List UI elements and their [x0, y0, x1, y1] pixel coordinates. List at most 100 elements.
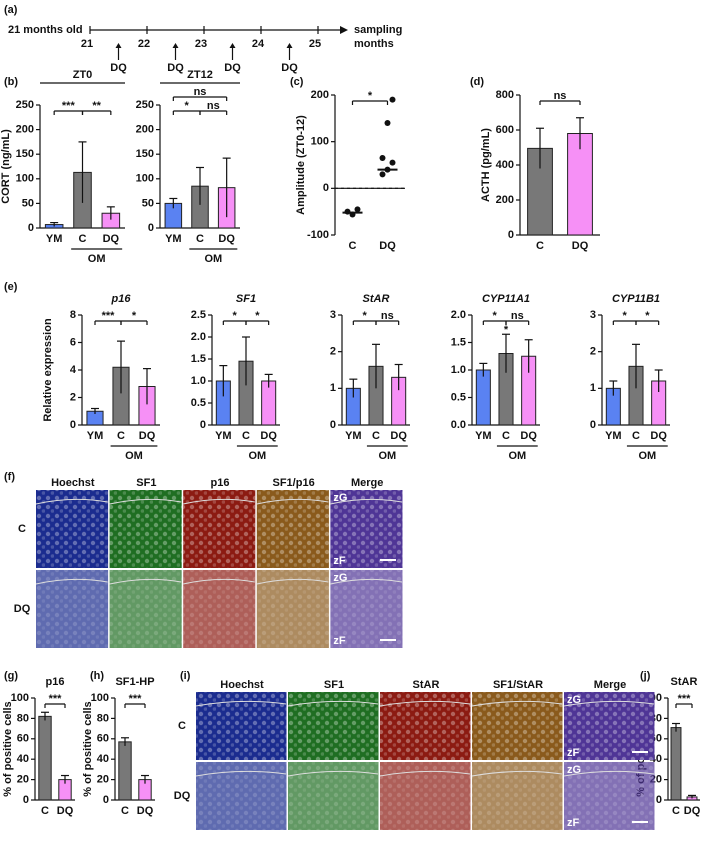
significance-label: * [493, 310, 498, 322]
significance-label: * [623, 310, 628, 322]
significance-label: ns [194, 86, 207, 98]
treatment-arrowhead [229, 43, 236, 48]
micrograph-texture [109, 570, 182, 648]
micrograph-texture [256, 490, 329, 568]
chart-title: SF1 [236, 293, 256, 305]
y-tick-label: 100 [136, 173, 154, 185]
y-tick-label: 200 [16, 124, 34, 136]
column-header: SF1/p16 [273, 477, 315, 489]
chart-title: p16 [46, 676, 65, 688]
y-tick-label: 0 [508, 229, 514, 241]
panel-label: (c) [290, 76, 304, 88]
bar [567, 133, 593, 236]
x-tick-label: C [242, 430, 250, 442]
y-tick-label: 1.5 [451, 336, 466, 348]
significance-label: * [132, 310, 137, 322]
data-point [379, 155, 386, 161]
x-tick-label: DQ [650, 430, 667, 442]
zone-label: zF [567, 747, 580, 759]
y-tick-label: 600 [496, 124, 514, 136]
zone-boundary [195, 770, 287, 777]
y-tick-label: 3 [590, 309, 596, 321]
y-tick-label: 20 [97, 774, 109, 786]
treatment-label: DQ [110, 62, 127, 74]
panel-label: (g) [4, 670, 18, 682]
y-tick-label: 0 [323, 182, 329, 194]
treatment-arrowhead [172, 43, 179, 48]
x-tick-label: YM [475, 430, 492, 442]
zone-boundary [471, 770, 563, 777]
group-label: OM [638, 450, 656, 462]
y-tick-label: 60 [17, 733, 29, 745]
y-tick-label: 100 [311, 136, 329, 148]
treatment-arrowhead [115, 43, 122, 48]
group-label: OM [378, 450, 396, 462]
x-tick-label: YM [215, 430, 232, 442]
timeline-month: 24 [252, 38, 265, 50]
group-label: OM [88, 253, 106, 265]
y-tick-label: 100 [91, 692, 109, 704]
y-tick-label: 0.5 [451, 391, 466, 403]
significance-label: * [368, 90, 373, 102]
data-point [389, 96, 396, 103]
timeline-start: 21 months old [8, 24, 83, 36]
y-tick-label: 50 [22, 197, 34, 209]
zone-boundary [330, 578, 403, 585]
x-tick-label: C [79, 233, 87, 245]
x-tick-label: YM [165, 233, 182, 245]
y-axis-label: Relative expression [42, 318, 54, 422]
significance-label: *** [49, 693, 63, 705]
data-point [354, 206, 361, 213]
timeline-end: months [354, 38, 394, 50]
zone-boundary [563, 700, 655, 707]
chart-title: ZT0 [73, 69, 93, 81]
zone-boundary [35, 578, 108, 585]
treatment-label: DQ [167, 62, 184, 74]
treatment-label: DQ [281, 62, 298, 74]
y-tick-label: 0 [656, 794, 662, 806]
chart-title: ZT12 [187, 69, 213, 81]
y-axis-label: ACTH (pg/mL) [480, 128, 492, 202]
row-label: DQ [174, 790, 191, 802]
y-tick-label: 250 [136, 99, 154, 111]
zone-label: zG [333, 572, 347, 584]
panel-label: (a) [4, 4, 18, 16]
zone-label: zG [333, 492, 347, 504]
y-tick-label: 2.0 [451, 309, 466, 321]
zone-boundary [330, 498, 403, 505]
y-tick-label: 150 [136, 148, 154, 160]
x-tick-label: C [41, 805, 49, 817]
y-tick-label: 2 [590, 346, 596, 358]
y-tick-label: 3 [330, 309, 336, 321]
chart-title: CYP11B1 [612, 293, 660, 305]
zone-boundary [287, 700, 379, 707]
x-tick-label: C [196, 233, 204, 245]
y-tick-label: 0 [23, 794, 29, 806]
column-header: SF1/StAR [493, 679, 543, 691]
treatment-label: DQ [224, 62, 241, 74]
significance-label: * [645, 310, 650, 322]
zone-boundary [109, 498, 182, 505]
y-tick-label: 100 [11, 692, 29, 704]
chart-title: SF1-HP [115, 676, 154, 688]
zone-boundary [471, 700, 563, 707]
y-axis-label: CORT (ng/mL) [0, 129, 12, 204]
y-tick-label: 0 [148, 222, 154, 234]
timeline-month: 21 [81, 38, 93, 50]
micrograph-texture [183, 570, 256, 648]
significance-label: *** [129, 693, 143, 705]
x-tick-label: C [536, 240, 544, 252]
panel-label: (i) [180, 670, 191, 682]
y-tick-label: 150 [16, 148, 34, 160]
y-tick-label: 80 [17, 712, 29, 724]
y-tick-label: 1 [590, 382, 596, 394]
bar [475, 369, 491, 426]
significance-label: ns [381, 310, 394, 322]
y-tick-label: 800 [496, 89, 514, 101]
micrograph-texture [109, 490, 182, 568]
zone-boundary [287, 770, 379, 777]
y-tick-label: 0 [330, 419, 336, 431]
bar [38, 715, 52, 801]
y-tick-label: 200 [136, 124, 154, 136]
y-tick-label: 80 [97, 712, 109, 724]
